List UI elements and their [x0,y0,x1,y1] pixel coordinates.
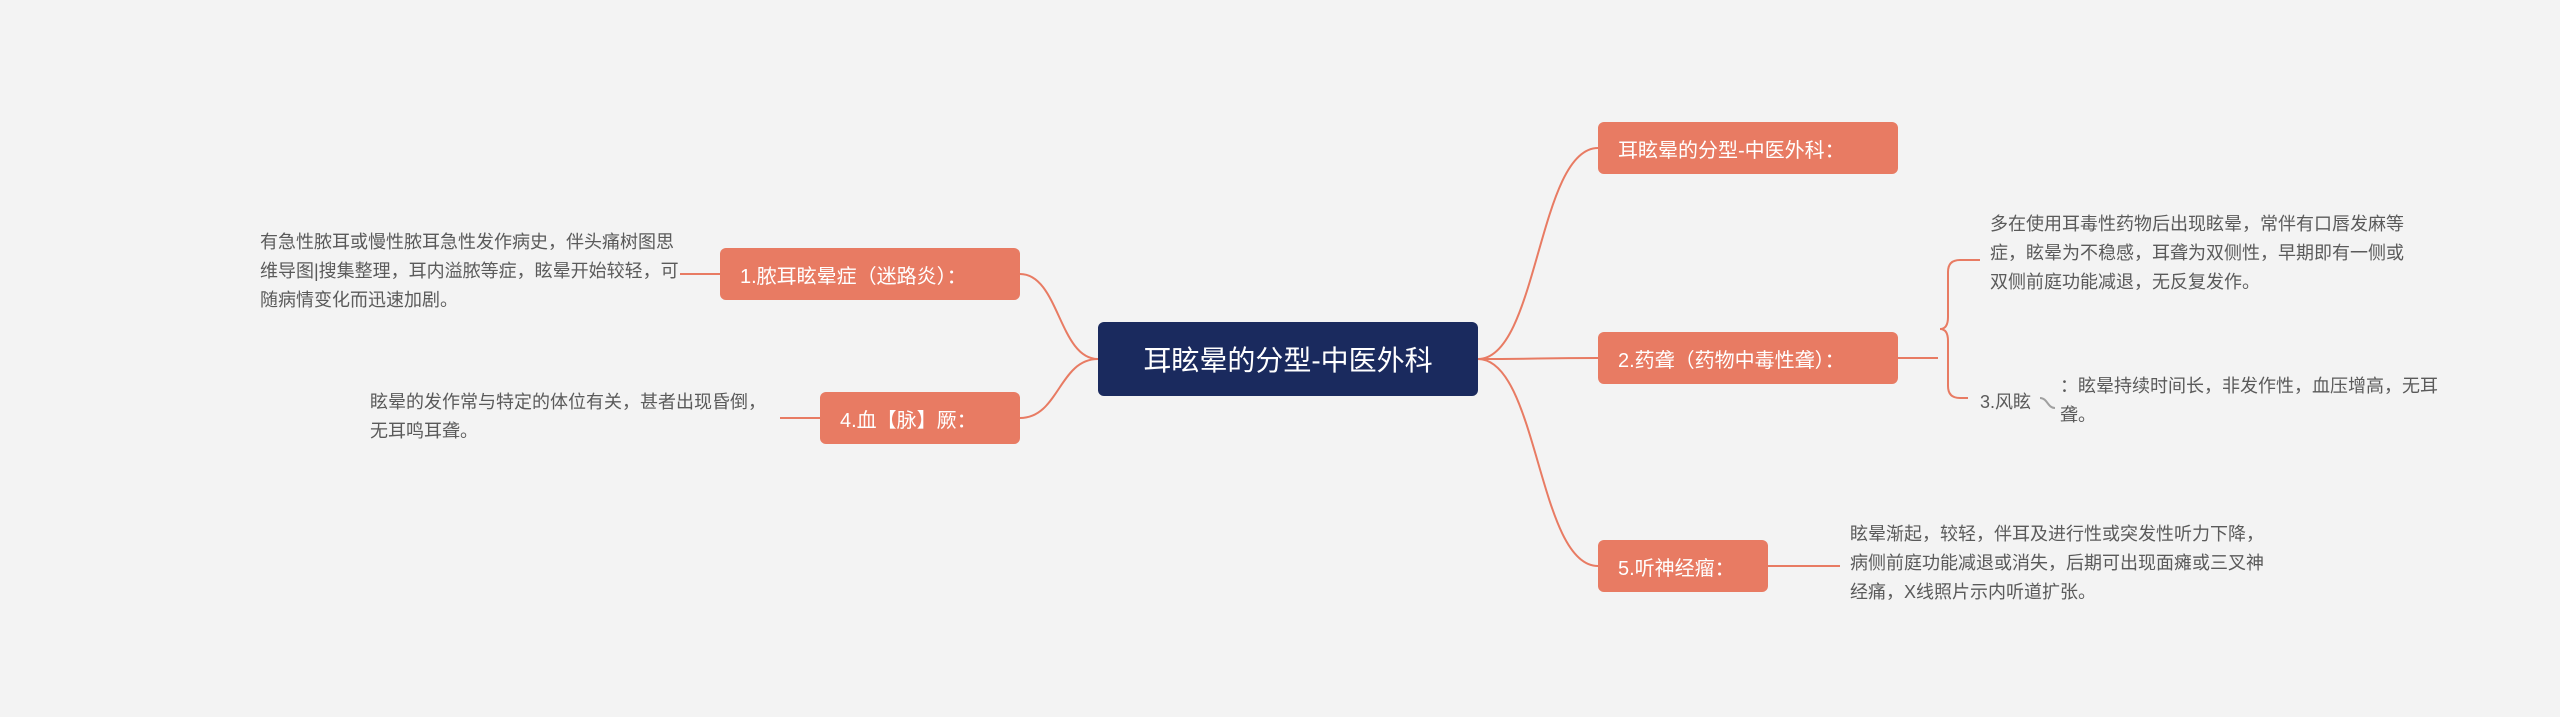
leaf-right-2b: ：眩晕持续时间长，非发作性，血压增高，无耳聋。 [2060,372,2460,430]
branch-left-1: 1.脓耳眩晕症（迷路炎）： [720,248,1020,300]
leaf-left-2: 眩晕的发作常与特定的体位有关，甚者出现昏倒，无耳鸣耳聋。 [370,388,780,446]
branch-right-3-label: 5.听神经瘤： [1618,552,1735,581]
leaf-right-2b-text: ：眩晕持续时间长，非发作性，血压增高，无耳聋。 [2060,372,2460,430]
branch-left-1-label: 1.脓耳眩晕症（迷路炎）： [740,260,967,289]
branch-right-2: 2.药聋（药物中毒性聋）： [1598,332,1898,384]
leaf-right-2b-label-text: 3.风眩 [1980,388,2031,414]
leaf-right-2b-label: 3.风眩 [1970,382,2041,420]
branch-right-1: 耳眩晕的分型-中医外科： [1598,122,1898,174]
branch-left-2: 4.血【脉】厥： [820,392,1020,444]
leaf-right-2a-text: 多在使用耳毒性药物后出现眩晕，常伴有口唇发麻等症，眩晕为不稳感，耳聋为双侧性，早… [1990,210,2410,296]
branch-right-3: 5.听神经瘤： [1598,540,1768,592]
leaf-right-3: 眩晕渐起，较轻，伴耳及进行性或突发性听力下降，病侧前庭功能减退或消失，后期可出现… [1850,520,2280,606]
root-label: 耳眩晕的分型-中医外科 [1143,339,1432,379]
root-node: 耳眩晕的分型-中医外科 [1098,322,1478,396]
leaf-left-1: 有急性脓耳或慢性脓耳急性发作病史，伴头痛树图思维导图|搜集整理，耳内溢脓等症，眩… [260,228,680,314]
leaf-left-2-text: 眩晕的发作常与特定的体位有关，甚者出现昏倒，无耳鸣耳聋。 [370,388,780,446]
leaf-right-3-text: 眩晕渐起，较轻，伴耳及进行性或突发性听力下降，病侧前庭功能减退或消失，后期可出现… [1850,520,2280,606]
leaf-left-1-text: 有急性脓耳或慢性脓耳急性发作病史，伴头痛树图思维导图|搜集整理，耳内溢脓等症，眩… [260,228,680,314]
branch-right-1-label: 耳眩晕的分型-中医外科： [1618,134,1845,163]
leaf-right-2a: 多在使用耳毒性药物后出现眩晕，常伴有口唇发麻等症，眩晕为不稳感，耳聋为双侧性，早… [1990,210,2410,296]
branch-right-2-label: 2.药聋（药物中毒性聋）： [1618,344,1845,373]
branch-left-2-label: 4.血【脉】厥： [840,404,977,433]
